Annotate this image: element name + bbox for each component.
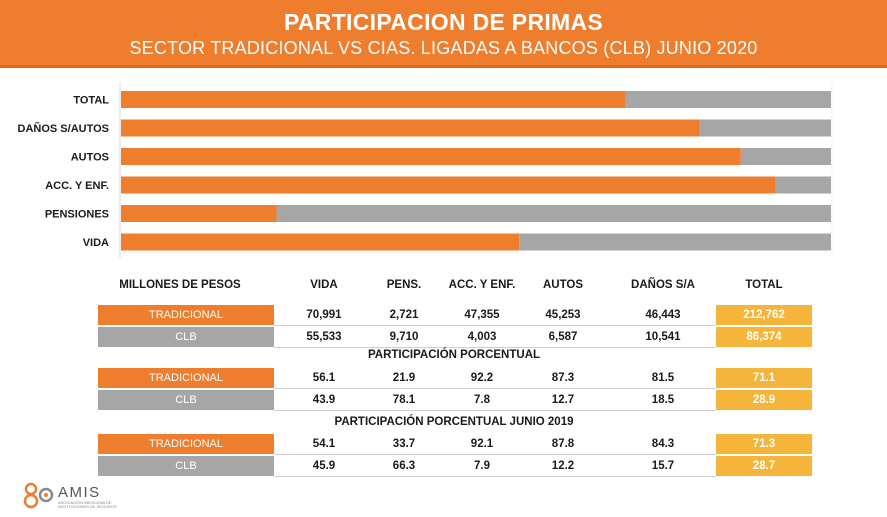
table-cell: 56.1 [312, 372, 336, 384]
table-cell: 70,991 [306, 309, 342, 321]
row-label: TRADICIONAL [98, 305, 274, 325]
table-cell: 84.3 [651, 438, 675, 450]
table-cell: 33.7 [392, 438, 416, 450]
table-cell: 7.9 [474, 460, 490, 472]
title-banner: PARTICIPACION DE PRIMAS SECTOR TRADICION… [0, 0, 887, 68]
row-label: CLB [98, 390, 274, 410]
row-label: TRADICIONAL [98, 434, 274, 454]
row-divider [274, 347, 716, 348]
y-tick-label: VIDA [83, 237, 109, 249]
bar-clb [699, 119, 831, 137]
column-header: ACC. Y ENF. [448, 279, 516, 291]
page-subtitle: SECTOR TRADICIONAL VS CIAS. LIGADAS A BA… [129, 38, 758, 58]
bar-tradicional [121, 176, 776, 194]
bar-tradicional [121, 205, 277, 222]
y-tick-label: DAÑOS S/AUTOS [18, 122, 109, 135]
row-label: CLB [98, 456, 274, 476]
logo-name: AMIS [58, 484, 101, 501]
y-tick-label: TOTAL [73, 95, 109, 107]
table-cell: 45,253 [545, 309, 581, 321]
column-header: VIDA [310, 279, 338, 291]
table-cell: 78.1 [392, 394, 416, 406]
y-tick-label: PENSIONES [45, 209, 109, 221]
row-label: TRADICIONAL [98, 368, 274, 388]
row-divider [274, 454, 716, 455]
row-divider [274, 325, 716, 326]
logo-tagline: ASOCIACIÓN MEXICANA DE INSTITUCIONES DE … [58, 500, 117, 509]
page-title: PARTICIPACION DE PRIMAS [283, 9, 604, 35]
section-title: PARTICIPACIÓN PORCENTUAL [367, 349, 541, 361]
total-cell: 28.9 [716, 390, 812, 410]
total-cell: 71.1 [716, 368, 812, 388]
bar-tradicional [121, 119, 700, 137]
total-cell: 28.7 [716, 456, 812, 476]
stacked-bar-chart: TOTAL DAÑOS S/AUTOS AUTOS ACC. Y ENF. PENSIO… [18, 80, 833, 260]
row-label: CLB [98, 327, 274, 347]
table-cell: 7.8 [474, 394, 490, 406]
table-cell: 10,541 [645, 331, 681, 343]
column-header: AUTOS [542, 279, 584, 291]
total-cell: 86,374 [716, 327, 812, 347]
table-cell: 47,355 [464, 309, 500, 321]
column-header: DAÑOS S/A [631, 279, 695, 291]
bar-clb [625, 91, 831, 108]
table-cell: 55,533 [306, 331, 342, 343]
total-cell: 212,762 [716, 305, 812, 325]
table-cell: 92.1 [470, 438, 494, 450]
table-cell: 46,443 [645, 309, 681, 321]
column-header: MILLONES DE PESOS [119, 279, 241, 291]
row-divider [274, 410, 716, 411]
bar-tradicional [121, 233, 520, 251]
table-cell: 45.9 [312, 460, 336, 472]
table-cell: 21.9 [392, 372, 416, 384]
bar-clb [276, 205, 831, 222]
bar-clb [740, 148, 831, 165]
bar-clb [775, 176, 831, 194]
y-tick-label: ACC. Y ENF. [45, 180, 109, 192]
table-cell: 43.9 [312, 394, 336, 406]
table-cell: 92.2 [470, 372, 494, 384]
section-title: PARTICIPACIÓN PORCENTUAL JUNIO 2019 [334, 416, 574, 428]
table-cell: 6,587 [548, 331, 578, 343]
column-header: TOTAL [745, 279, 783, 291]
table-cell: 66.3 [392, 460, 416, 472]
table-cell: 15.7 [651, 460, 675, 472]
table-cell: 87.8 [551, 438, 575, 450]
table-cell: 12.7 [551, 394, 575, 406]
table-cell: 81.5 [651, 372, 675, 384]
total-cell: 71.3 [716, 434, 812, 454]
table-cell: 4,003 [467, 331, 497, 343]
table-cell: 54.1 [312, 438, 336, 450]
amis-logo-icon [23, 482, 54, 509]
y-tick-label: AUTOS [71, 152, 109, 164]
table-cell: 18.5 [651, 394, 675, 406]
row-divider [274, 388, 716, 389]
table-cell: 2,721 [389, 309, 419, 321]
table-cell: 9,710 [389, 331, 419, 343]
bar-tradicional [121, 148, 741, 165]
bar-tradicional [121, 91, 626, 108]
table-cell: 87.3 [551, 372, 575, 384]
row-divider [274, 476, 716, 477]
bar-clb [519, 233, 831, 251]
column-header: PENS. [386, 279, 422, 291]
table-cell: 12.2 [551, 460, 575, 472]
